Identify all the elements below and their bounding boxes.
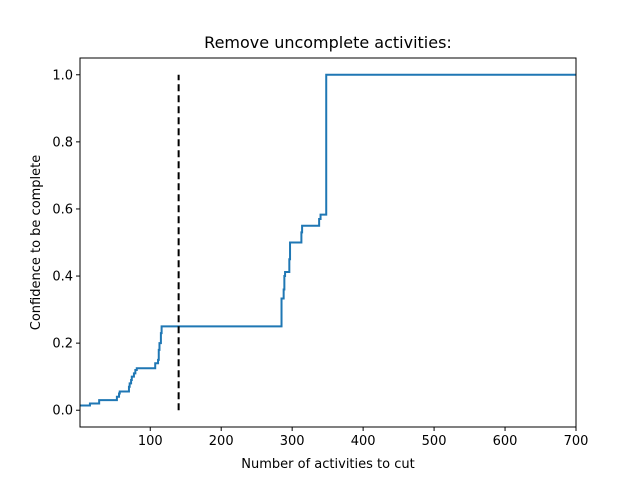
- y-tick-label: 0.0: [52, 404, 73, 419]
- x-tick-label: 400: [351, 434, 376, 449]
- series-line: [80, 73, 576, 407]
- chart-title: Remove uncomplete activities:: [204, 33, 452, 52]
- y-tick-label: 0.4: [52, 270, 73, 285]
- x-tick-label: 700: [564, 434, 589, 449]
- y-tick-label: 1.0: [52, 68, 73, 83]
- x-tick-label: 100: [138, 434, 163, 449]
- x-tick-label: 600: [493, 434, 518, 449]
- axes-frame: [79, 57, 577, 428]
- y-tick-label: 0.6: [52, 202, 73, 217]
- axes-border: [79, 57, 577, 428]
- y-tick-label: 0.8: [52, 135, 73, 150]
- y-axis-label: Confidence to be complete: [29, 155, 44, 331]
- x-axis-ticks: 100 200 300 400 500 600 700: [138, 427, 589, 449]
- plot-background: [80, 58, 576, 427]
- x-tick-label: 300: [280, 434, 305, 449]
- series-layer: [80, 73, 576, 411]
- x-tick-label: 200: [209, 434, 234, 449]
- x-tick-label: 500: [422, 434, 447, 449]
- x-axis-label: Number of activities to cut: [241, 457, 414, 472]
- y-tick-label: 0.2: [52, 337, 73, 352]
- plot-area: [80, 58, 576, 427]
- y-axis-ticks: 0.0 0.2 0.4 0.6 0.8 1.0: [52, 68, 80, 419]
